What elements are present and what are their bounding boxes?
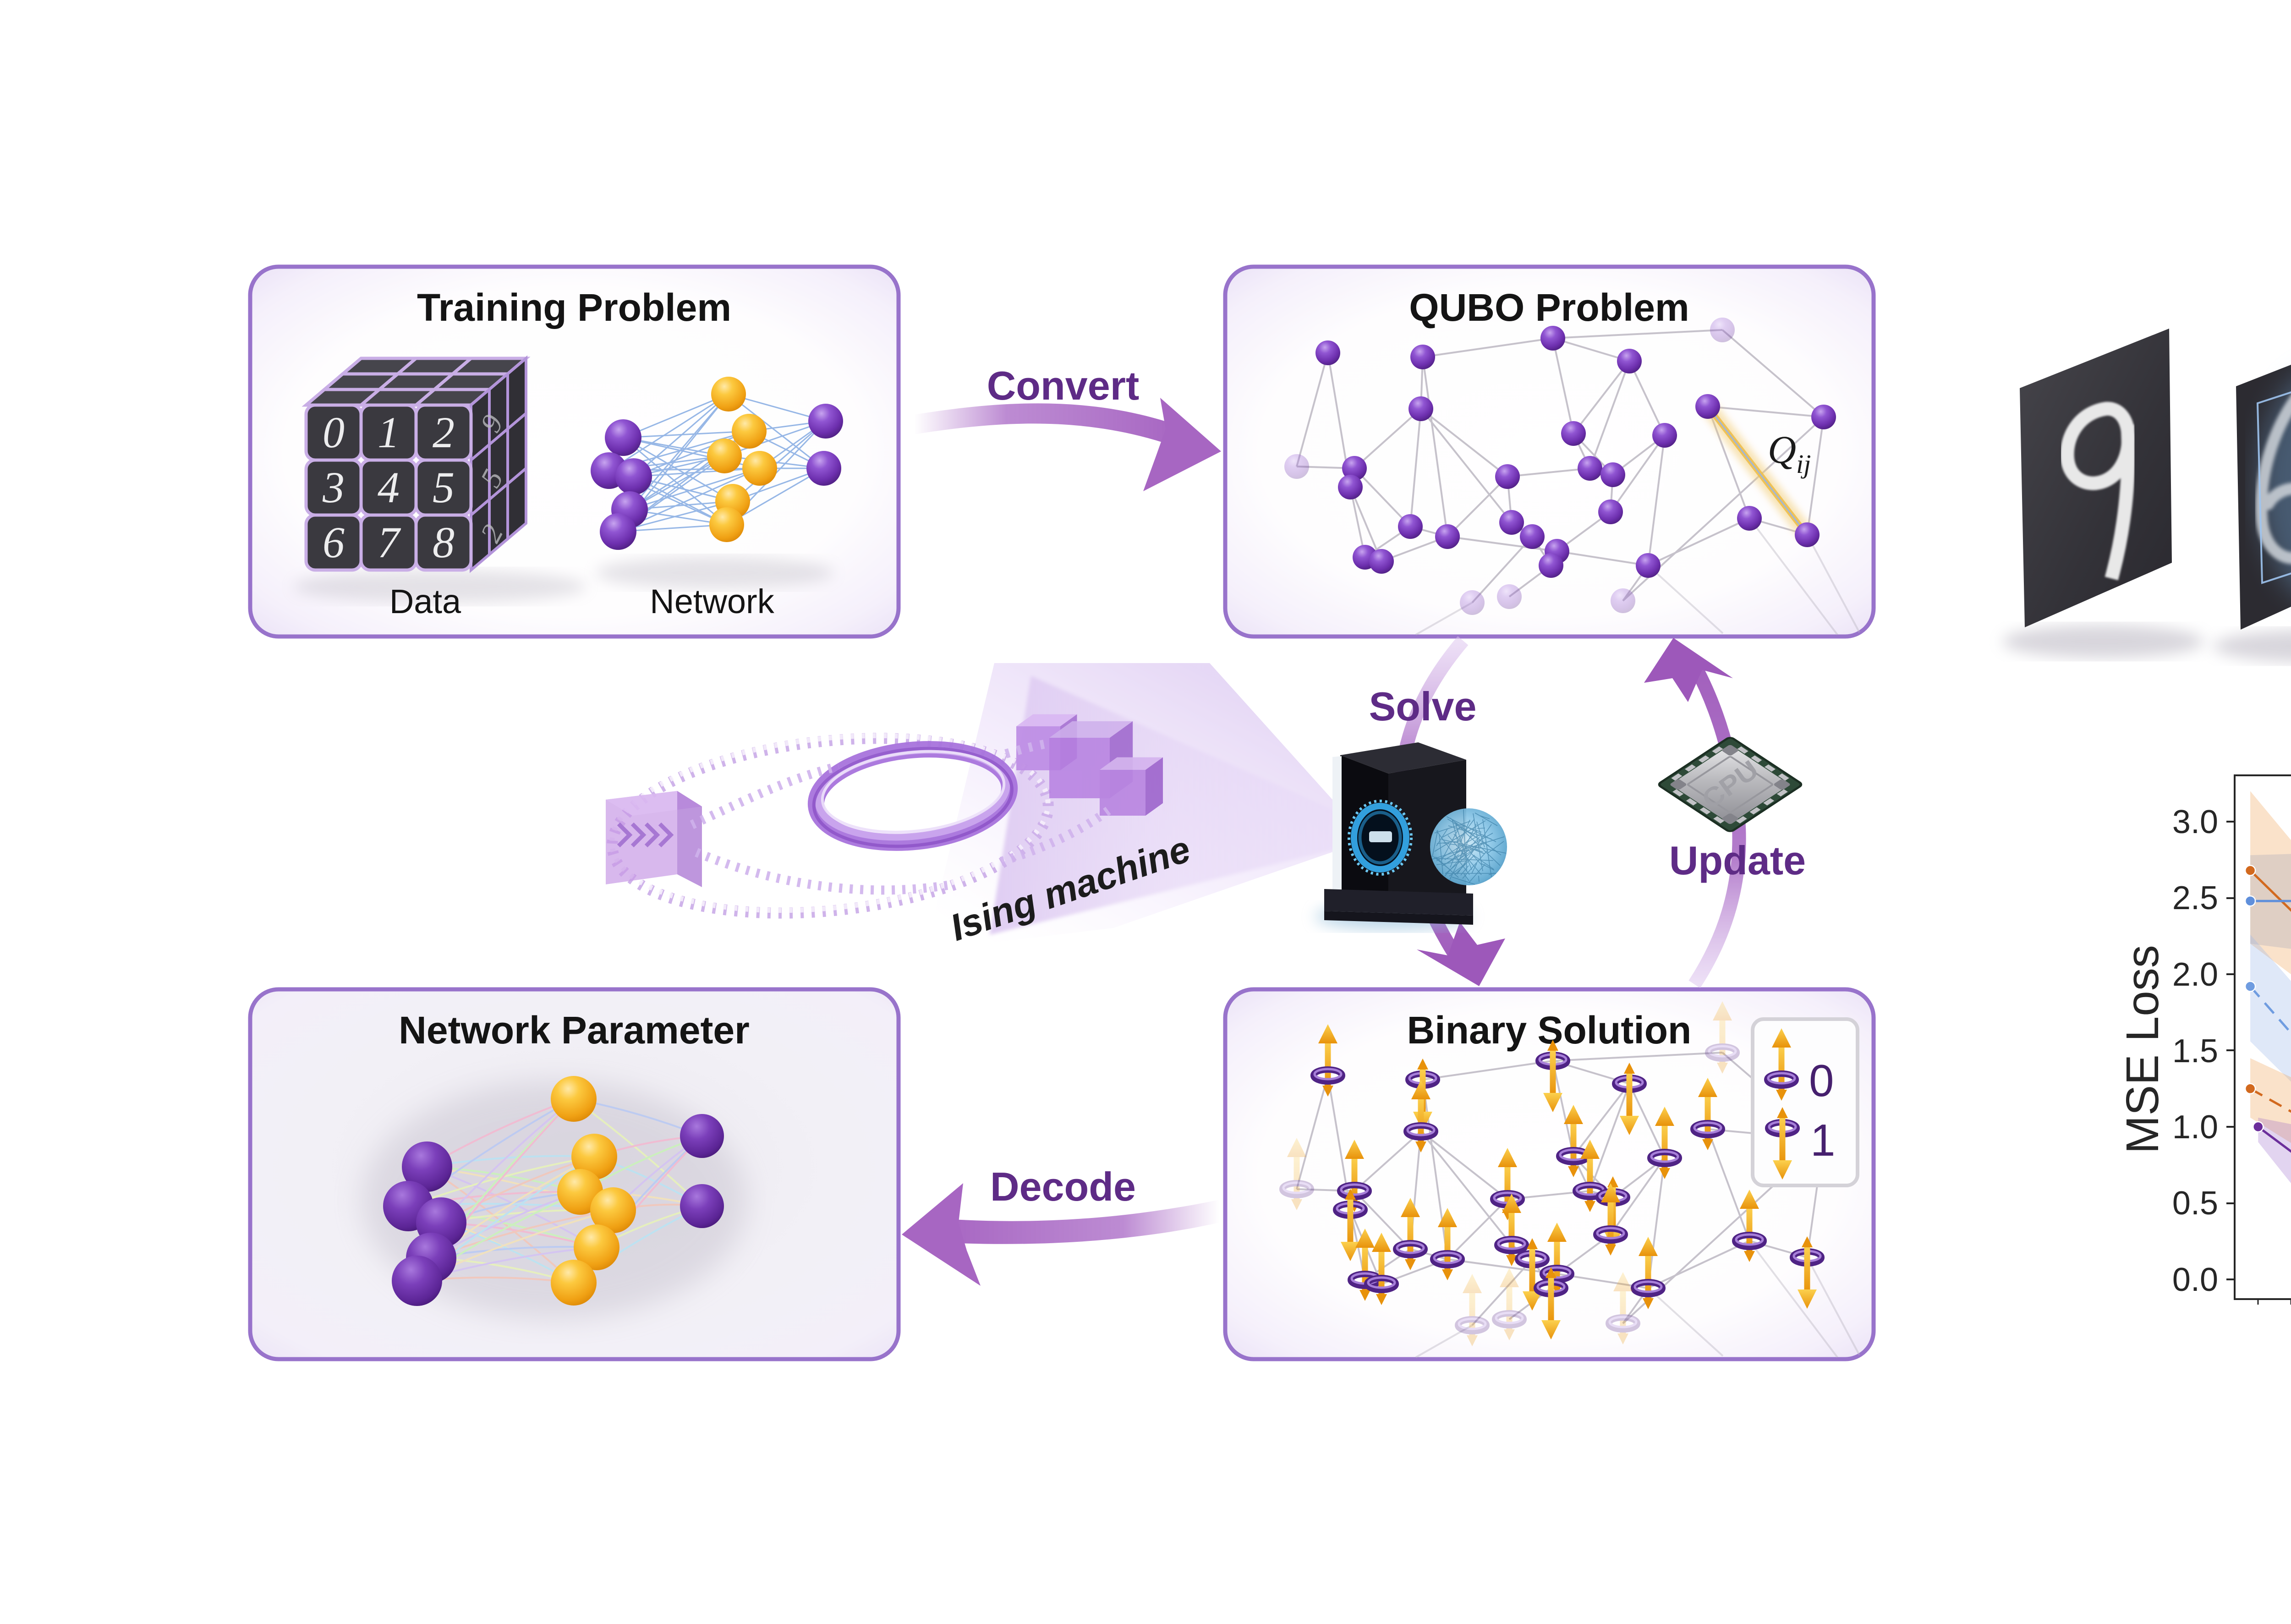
svg-text:0: 0: [323, 408, 345, 457]
svg-text:Update: Update: [1669, 838, 1806, 883]
svg-text:Data: Data: [389, 582, 461, 620]
svg-text:1.5: 1.5: [2172, 1033, 2218, 1070]
svg-text:0.5: 0.5: [2172, 1185, 2218, 1222]
svg-text:Training Problem: Training Problem: [417, 286, 731, 329]
svg-text:2: 2: [433, 408, 455, 457]
svg-text:Network: Network: [650, 582, 774, 620]
svg-text:2.0: 2.0: [2172, 956, 2218, 993]
svg-text:Network Parameter: Network Parameter: [399, 1009, 750, 1052]
svg-text:7: 7: [378, 518, 401, 567]
svg-text:1: 1: [1810, 1115, 1836, 1165]
svg-text:Decode: Decode: [990, 1164, 1136, 1209]
svg-text:4: 4: [378, 463, 400, 512]
svg-text:Binary Solution: Binary Solution: [1407, 1009, 1692, 1052]
svg-text:QUBO Problem: QUBO Problem: [1409, 286, 1689, 329]
svg-text:0.0: 0.0: [2172, 1262, 2218, 1298]
svg-text:Convert: Convert: [987, 363, 1140, 408]
svg-text:6: 6: [323, 518, 345, 567]
svg-text:8: 8: [433, 518, 455, 567]
svg-text:MSE Loss: MSE Loss: [2117, 945, 2168, 1154]
svg-text:Solve: Solve: [1369, 684, 1477, 729]
svg-text:3.0: 3.0: [2172, 804, 2218, 840]
svg-text:3: 3: [322, 463, 345, 512]
svg-text:1: 1: [378, 408, 400, 457]
svg-text:0: 0: [1809, 1055, 1834, 1106]
svg-text:2.5: 2.5: [2172, 880, 2218, 916]
svg-text:1.0: 1.0: [2172, 1109, 2218, 1146]
svg-text:5: 5: [433, 463, 455, 512]
